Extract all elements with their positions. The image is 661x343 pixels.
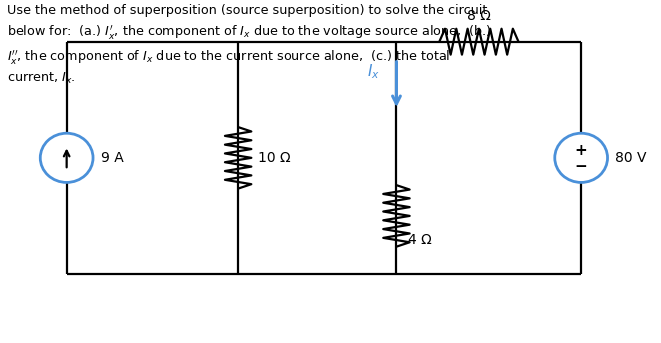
- Text: 80 V: 80 V: [615, 151, 647, 165]
- Text: 10 Ω: 10 Ω: [258, 151, 291, 165]
- Text: 4 Ω: 4 Ω: [408, 233, 432, 247]
- Text: $I_x$: $I_x$: [367, 62, 380, 81]
- Text: 9 A: 9 A: [101, 151, 124, 165]
- Text: −: −: [575, 159, 588, 174]
- Text: 8 Ω: 8 Ω: [467, 9, 491, 23]
- Text: +: +: [575, 143, 588, 158]
- Text: Use the method of superposition (source superposition) to solve the circuit
belo: Use the method of superposition (source …: [7, 4, 492, 86]
